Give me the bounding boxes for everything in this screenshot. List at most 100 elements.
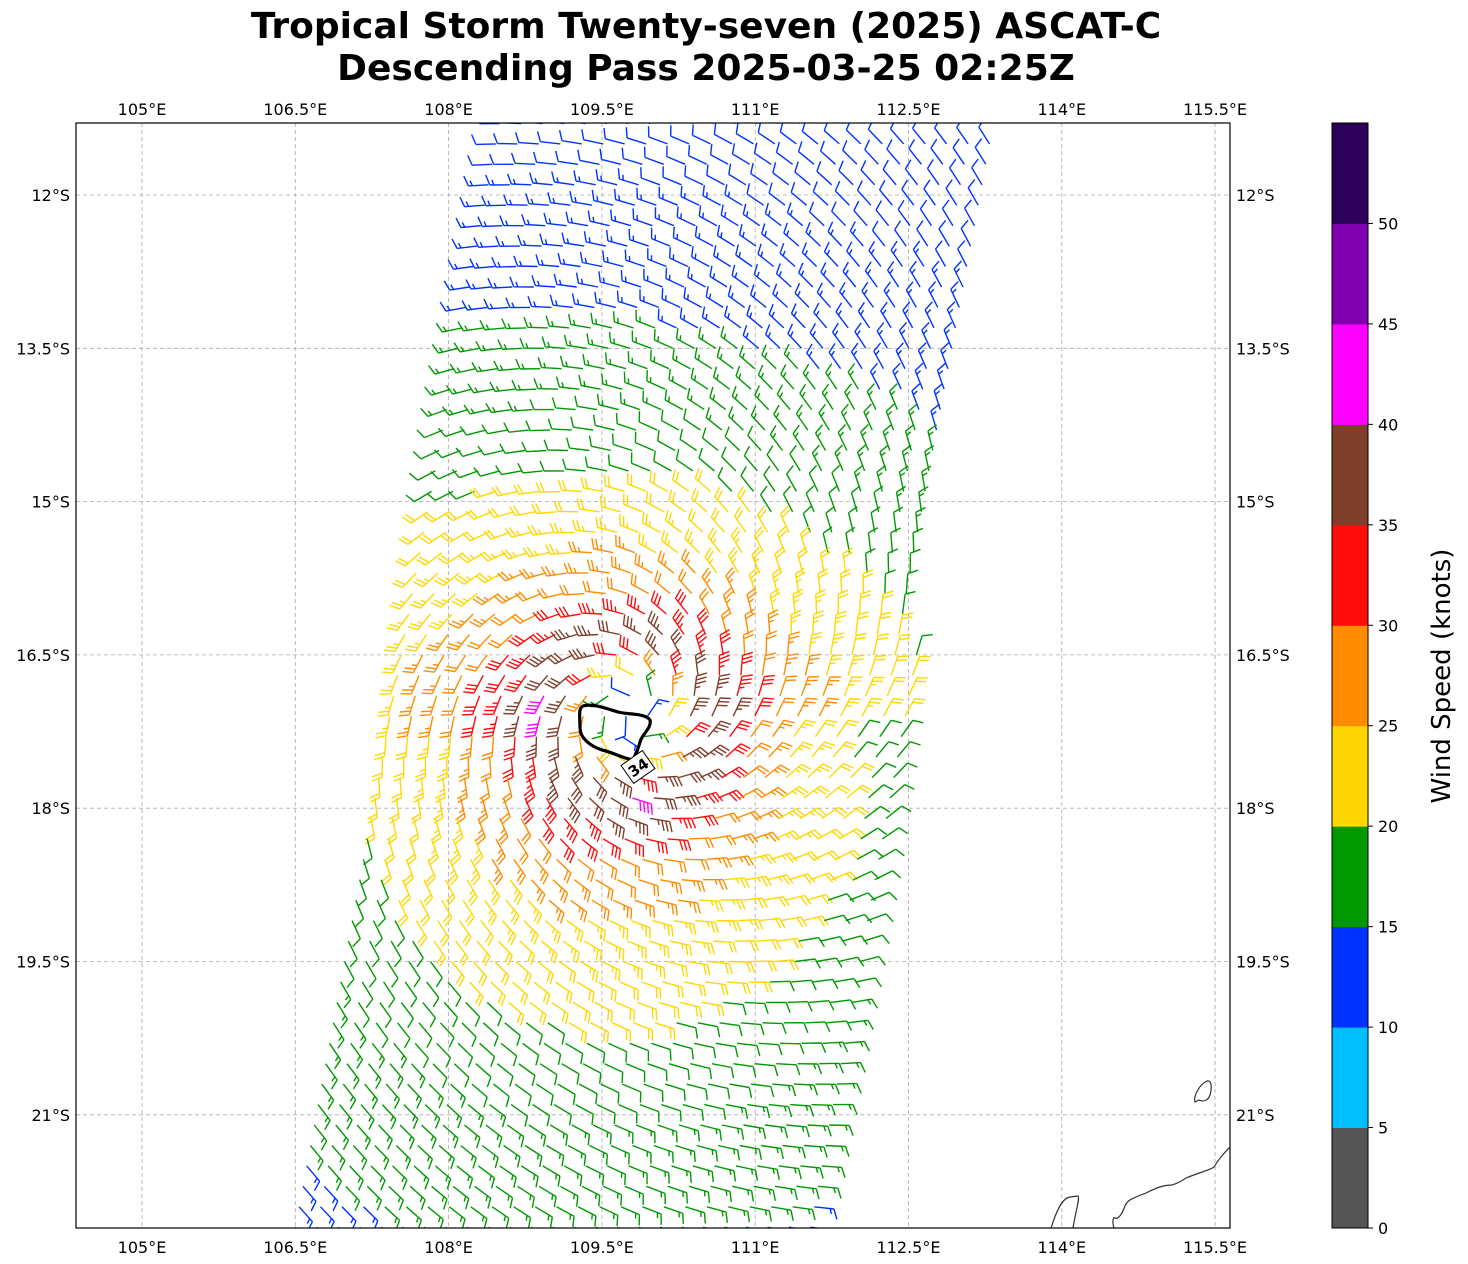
wind-barb bbox=[419, 899, 431, 927]
wind-barb-path bbox=[738, 918, 764, 930]
wind-barb-path bbox=[694, 225, 714, 247]
wind-barb bbox=[681, 1226, 687, 1228]
wind-barb bbox=[336, 1002, 348, 1029]
wind-barb bbox=[911, 123, 926, 145]
wind-barb bbox=[360, 1104, 375, 1130]
wind-barb-path bbox=[839, 827, 866, 840]
wind-barb-path bbox=[680, 185, 700, 206]
wind-barb bbox=[567, 313, 591, 329]
wind-barb bbox=[460, 1144, 477, 1169]
wind-barb-path bbox=[670, 125, 690, 145]
wind-barb bbox=[813, 302, 828, 329]
wind-barb bbox=[642, 390, 662, 411]
wind-barb-path bbox=[546, 1144, 565, 1167]
wind-barb bbox=[677, 568, 693, 595]
wind-barb-path bbox=[682, 1103, 704, 1121]
wind-barb-path bbox=[494, 961, 510, 986]
wind-barb-path bbox=[702, 878, 728, 890]
wind-barb-path bbox=[956, 123, 969, 145]
wind-barb bbox=[675, 327, 695, 349]
wind-barb bbox=[561, 232, 585, 247]
wind-barb-path bbox=[692, 1165, 714, 1183]
wind-barb-path bbox=[680, 1001, 703, 1018]
wind-barb-path bbox=[630, 919, 651, 939]
wind-barb-path bbox=[481, 1144, 499, 1169]
colorbar-tick-label: 0 bbox=[1378, 1219, 1388, 1238]
wind-barb bbox=[491, 858, 504, 886]
wind-barb-path bbox=[610, 677, 631, 697]
wind-barb-path bbox=[689, 123, 694, 125]
wind-barb-path bbox=[821, 383, 834, 410]
wind-barb-path bbox=[762, 1022, 787, 1035]
wind-barb-path bbox=[822, 676, 841, 697]
wind-barb bbox=[848, 1019, 874, 1031]
wind-barb-path bbox=[470, 134, 496, 146]
wind-barb bbox=[821, 1165, 846, 1178]
wind-barb bbox=[761, 652, 776, 676]
wind-barb bbox=[837, 589, 849, 615]
lat-tick-label: 12°S bbox=[31, 186, 70, 205]
wind-barb-path bbox=[539, 233, 563, 247]
wind-barb bbox=[687, 960, 711, 976]
wind-barb bbox=[582, 1063, 602, 1084]
wind-barb-path bbox=[519, 337, 544, 349]
wind-barb bbox=[864, 805, 891, 819]
wind-barb-path bbox=[513, 255, 538, 268]
wind-barb bbox=[801, 123, 819, 145]
wind-barb-path bbox=[886, 139, 901, 165]
wind-barb-path bbox=[912, 240, 925, 267]
wind-barb bbox=[834, 444, 844, 472]
wind-barb-path bbox=[717, 789, 745, 802]
wind-barb-path bbox=[642, 1206, 662, 1225]
wind-barb bbox=[858, 590, 872, 615]
wind-barb-path bbox=[871, 220, 886, 247]
wind-barb bbox=[675, 1144, 696, 1163]
wind-barb bbox=[943, 321, 953, 349]
wind-barb-path bbox=[641, 511, 661, 533]
wind-barb bbox=[557, 253, 581, 268]
wind-barb-path bbox=[624, 838, 644, 858]
wind-barb-path bbox=[632, 208, 653, 227]
wind-barb bbox=[620, 270, 642, 288]
wind-barb-path bbox=[609, 919, 629, 941]
wind-barb-path bbox=[546, 716, 563, 738]
wind-barb bbox=[853, 741, 878, 758]
wind-barb bbox=[630, 573, 650, 595]
wind-barb bbox=[535, 254, 560, 268]
wind-barb-path bbox=[532, 1104, 551, 1127]
wind-barb-path bbox=[685, 1206, 706, 1224]
wind-barb bbox=[503, 422, 529, 433]
wind-barb-path bbox=[908, 676, 928, 697]
wind-barb-path bbox=[635, 1124, 656, 1144]
wind-barb-path bbox=[420, 407, 447, 418]
wind-barb-path bbox=[485, 402, 512, 414]
wind-barb bbox=[770, 852, 798, 863]
wind-barb-path bbox=[895, 342, 906, 370]
wind-barb bbox=[672, 469, 690, 492]
wind-barb bbox=[823, 241, 839, 267]
wind-barb bbox=[817, 828, 845, 840]
wind-barb bbox=[327, 1165, 343, 1191]
wind-barb-path bbox=[486, 1001, 503, 1027]
wind-barb-path bbox=[332, 1022, 345, 1049]
wind-barb bbox=[523, 316, 548, 329]
wind-barb-path bbox=[667, 838, 692, 852]
wind-barb-path bbox=[505, 297, 531, 309]
wind-barb bbox=[426, 981, 440, 1008]
wind-barb-path bbox=[570, 416, 594, 431]
wind-barb-path bbox=[802, 505, 812, 533]
wind-barb bbox=[735, 810, 763, 822]
wind-barb-path bbox=[723, 1001, 747, 1016]
wind-barb-path bbox=[481, 736, 495, 761]
wind-barb bbox=[689, 837, 715, 849]
wind-barb bbox=[717, 466, 733, 492]
wind-barb-path bbox=[528, 632, 556, 645]
wind-barb-path bbox=[662, 166, 682, 186]
wind-barb-path bbox=[404, 634, 428, 652]
wind-barb-path bbox=[487, 879, 501, 906]
wind-barb-path bbox=[515, 358, 541, 370]
wind-barb-path bbox=[782, 1144, 806, 1159]
wind-barb bbox=[428, 838, 439, 866]
wind-barb-path bbox=[629, 1042, 650, 1062]
wind-barb bbox=[890, 527, 901, 553]
